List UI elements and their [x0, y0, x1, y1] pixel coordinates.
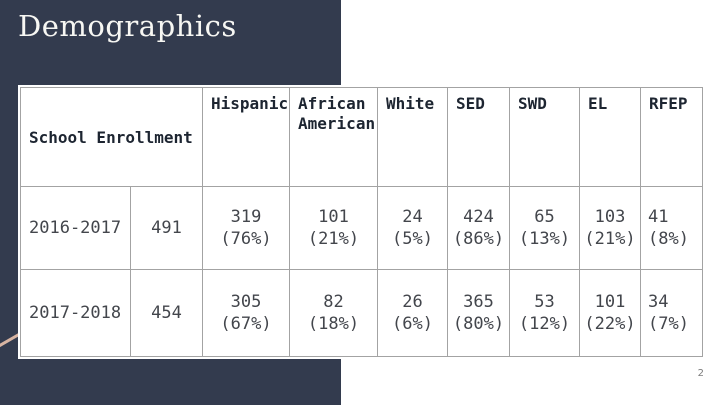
cell-percent: (5%) [392, 229, 433, 249]
cell-count: 26 [402, 292, 423, 312]
cell-2016-hispanic: 319 (76%) [202, 186, 291, 270]
cell-count: 101 [594, 292, 626, 312]
cell-2017-swd: 53 (12%) [509, 269, 581, 357]
cell-count: 305 [230, 292, 262, 312]
cell-count: 41 [648, 207, 669, 227]
cell-count: 65 [534, 207, 555, 227]
column-header-african-american: African American [289, 87, 379, 187]
table-header-row: School Enrollment Hispanic African Ameri… [19, 87, 704, 187]
column-header-sed: SED [447, 87, 511, 187]
cell-2017-hispanic: 305 (67%) [202, 269, 291, 357]
cell-2016-el: 103 (21%) [579, 186, 642, 270]
cell-count: 101 [318, 207, 349, 227]
cell-2016-rfep: 41 (8%) [640, 186, 704, 270]
cell-percent: (21%) [584, 229, 636, 249]
cell-count: 34 [648, 292, 669, 312]
cell-count: 424 [463, 207, 494, 227]
cell-percent: (86%) [452, 229, 505, 249]
table-row-2017-2018: 2017-2018 454 305 (67%) 82 (18%) 26 (6%) [20, 269, 704, 357]
cell-count: 24 [402, 207, 423, 227]
cell-count: 82 [323, 292, 344, 312]
slide-title: Demographics [18, 9, 237, 43]
cell-count: 365 [463, 292, 494, 312]
page-number: 2 [697, 368, 704, 379]
column-header-rfep: RFEP [640, 87, 704, 187]
cell-percent: (80%) [452, 314, 505, 334]
cell-percent: (76%) [220, 229, 272, 249]
year-cell: 2017-2018 [20, 269, 131, 357]
cell-percent: (8%) [648, 229, 689, 249]
cell-2016-sed: 424 (86%) [447, 186, 511, 270]
cell-percent: (13%) [518, 229, 571, 249]
total-enrollment-cell: 454 [129, 269, 204, 357]
cell-2016-white: 24 (5%) [377, 186, 449, 270]
cell-percent: (22%) [584, 314, 636, 334]
total-enrollment-cell: 491 [129, 186, 204, 270]
cell-2017-sed: 365 (80%) [447, 269, 511, 357]
column-header-el: EL [579, 87, 642, 187]
year-cell: 2016-2017 [20, 186, 131, 270]
column-header-hispanic: Hispanic [202, 87, 291, 187]
cell-2017-white: 26 (6%) [377, 269, 449, 357]
cell-2017-el: 101 (22%) [579, 269, 642, 357]
cell-2016-african-american: 101 (21%) [289, 186, 379, 270]
cell-2017-rfep: 34 (7%) [640, 269, 704, 357]
cell-count: 53 [534, 292, 555, 312]
cell-2017-african-american: 82 (18%) [289, 269, 379, 357]
column-header-white: White [377, 87, 449, 187]
cell-percent: (21%) [307, 229, 360, 249]
cell-percent: (67%) [220, 314, 272, 334]
column-header-swd: SWD [509, 87, 581, 187]
table-row-2016-2017: 2016-2017 491 319 (76%) 101 (21%) 24 (5%… [20, 186, 704, 270]
cell-2016-swd: 65 (13%) [509, 186, 581, 270]
corner-header-school-enrollment: School Enrollment [19, 87, 204, 187]
cell-percent: (6%) [392, 314, 433, 334]
cell-count: 103 [594, 207, 626, 227]
cell-percent: (18%) [307, 314, 360, 334]
cell-count: 319 [230, 207, 262, 227]
cell-percent: (12%) [518, 314, 571, 334]
enrollment-table: School Enrollment Hispanic African Ameri… [18, 85, 706, 359]
cell-percent: (7%) [648, 314, 689, 334]
